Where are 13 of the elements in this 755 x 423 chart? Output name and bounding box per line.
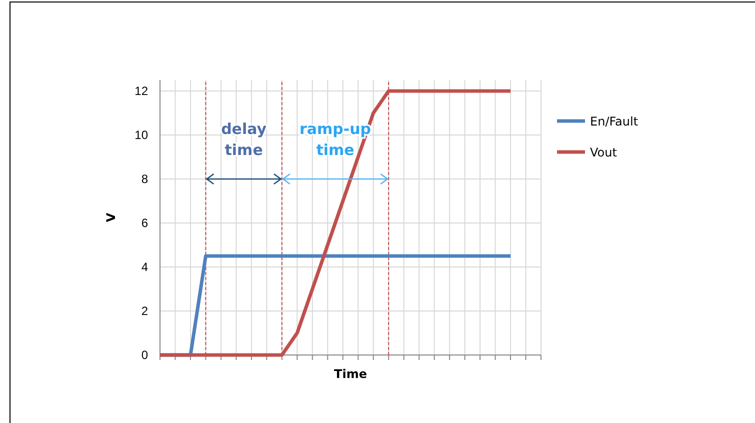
y-tick-label: 6	[141, 216, 148, 230]
annotation: delay time	[221, 120, 267, 159]
y-tick-label: 10	[134, 128, 148, 142]
y-axis-title: V	[104, 212, 118, 222]
y-tick-label: 8	[141, 172, 148, 186]
y-tick-label: 0	[141, 348, 148, 362]
y-tick-label: 4	[141, 260, 148, 274]
legend-label: En/Fault	[590, 114, 638, 128]
legend-label: Vout	[590, 146, 618, 160]
y-tick-label: 12	[134, 84, 148, 98]
x-axis-title: Time	[334, 367, 367, 381]
line-series	[158, 89, 512, 357]
y-tick-label: 2	[141, 304, 148, 318]
